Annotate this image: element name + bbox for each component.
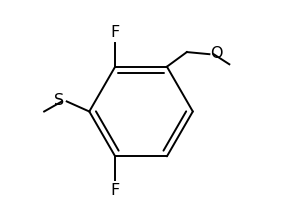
- Text: F: F: [110, 25, 120, 40]
- Text: F: F: [110, 183, 120, 198]
- Text: O: O: [211, 46, 223, 61]
- Text: S: S: [54, 93, 65, 108]
